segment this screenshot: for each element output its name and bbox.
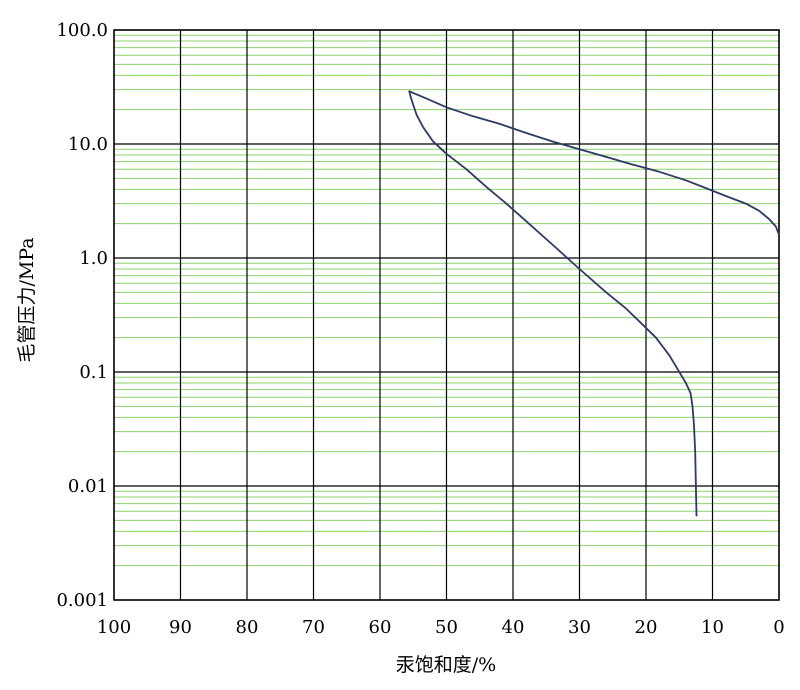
x-tick-label: 60 [369, 617, 392, 638]
y-tick-label: 10.0 [68, 134, 108, 155]
plot-frame [113, 29, 780, 601]
y-tick-label: 0.01 [68, 476, 108, 497]
y-tick-label: 100.0 [56, 20, 108, 41]
x-tick-label: 40 [502, 617, 525, 638]
x-tick-labels: 100 90 80 70 60 50 40 30 20 10 0 [97, 617, 785, 638]
x-tick-label: 50 [435, 617, 458, 638]
x-tick-label: 80 [236, 617, 259, 638]
x-tick-label: 20 [635, 617, 658, 638]
x-axis-title: 汞饱和度/% [396, 654, 496, 676]
x-tick-label: 100 [97, 617, 131, 638]
y-tick-label: 1.0 [79, 248, 108, 269]
y-axis-title: 毛管压力/MPa [16, 237, 38, 362]
x-tick-label: 0 [773, 617, 784, 638]
y-tick-label: 0.001 [56, 590, 108, 611]
major-grid [113, 29, 780, 601]
x-tick-label: 70 [302, 617, 325, 638]
x-tick-label: 30 [568, 617, 591, 638]
series-line-2 [408, 90, 780, 236]
x-tick-label: 90 [169, 617, 192, 638]
x-tick-label: 10 [701, 617, 724, 638]
series-layer [408, 90, 780, 517]
y-tick-label: 0.1 [79, 362, 108, 383]
y-tick-labels: 0.001 0.01 0.1 1.0 10.0 100.0 [56, 20, 108, 611]
series-line-1 [408, 90, 698, 517]
